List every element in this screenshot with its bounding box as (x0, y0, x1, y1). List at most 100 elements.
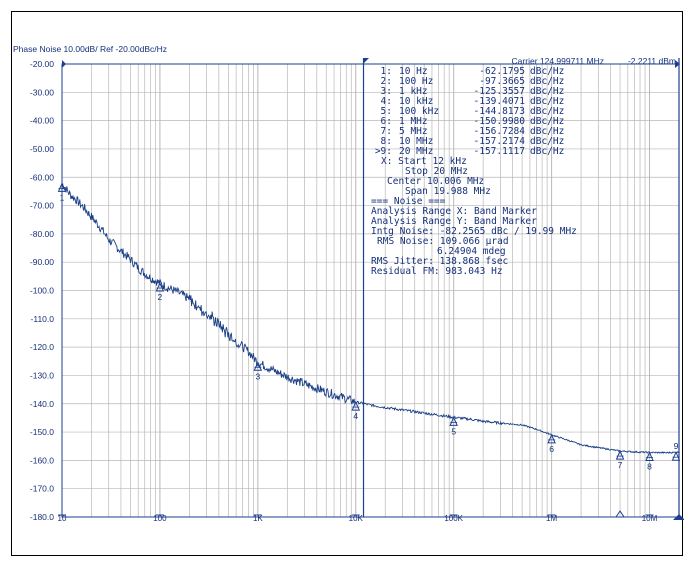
marker-value: -125.3557 (474, 86, 525, 97)
y-tick-label: -40.00 (30, 116, 54, 126)
analysis-readout: X: Start 12 kHz Stop 20 MHz Center 10.00… (371, 156, 577, 277)
marker-id-active: >9: (375, 146, 392, 157)
chart-title: Phase Noise 10.00dB/ Ref -20.00dBc/Hz (13, 44, 167, 54)
marker-id: 8: (381, 136, 392, 147)
marker-unit: dBc/Hz (530, 126, 564, 137)
x-tick-label: 1M (546, 514, 557, 523)
marker-unit: dBc/Hz (530, 76, 564, 87)
marker-triangle (449, 416, 458, 426)
y-tick-label: -160.0 (30, 455, 54, 465)
stop-band-arrow[interactable] (675, 60, 680, 68)
y-tick-label: -110.0 (31, 314, 55, 324)
marker-triangle (351, 400, 361, 411)
marker-unit: dBc/Hz (530, 66, 564, 77)
marker-freq: 10 kHz (399, 96, 433, 107)
marker-readout-table: 1: 10 Hz -62.1795 dBc/Hz 2: 100 Hz -97.3… (375, 66, 565, 157)
y-tick-label: -130.0 (30, 370, 54, 380)
marker-label: 2 (158, 292, 163, 302)
marker-unit: dBc/Hz (530, 136, 564, 147)
marker-unit: dBc/Hz (530, 106, 564, 117)
marker-freq: 1 kHz (399, 86, 428, 97)
y-tick-label: -70.00 (30, 201, 54, 211)
analysis-start: X: Start 12 kHz (381, 156, 467, 167)
marker-label: 6 (549, 444, 554, 454)
marker-value: -157.1117 (474, 146, 525, 157)
marker-freq: 5 MHz (399, 126, 428, 137)
rms-jitter: RMS Jitter: 138.868 fsec (371, 256, 508, 267)
analysis-span: Span 19.988 MHz (405, 186, 491, 197)
rms-noise-rad: RMS Noise: 109.066 µrad (377, 236, 509, 247)
noise-section-header: === Noise === (371, 196, 446, 207)
grid (62, 63, 680, 518)
analysis-stop: Stop 20 MHz (405, 166, 468, 177)
marker-label: 4 (353, 411, 358, 421)
y-axis: -20.00 -30.00 -40.00 -50.00 -60.00 -70.00 -80.… (30, 59, 54, 522)
y-tick-label: -100.0 (30, 286, 54, 296)
analysis-range-x: Analysis Range X: Band Marker (371, 206, 537, 217)
y-tick-label: -80.00 (30, 229, 54, 239)
marker-triangle (645, 451, 654, 461)
marker-id: 1: (381, 66, 392, 77)
y-tick-label: -90.00 (30, 257, 54, 267)
marker-label: 9 (674, 441, 679, 451)
marker-value: -144.8173 (474, 106, 525, 117)
marker-unit: dBc/Hz (530, 116, 564, 127)
marker-freq: 10 MHz (399, 136, 433, 147)
marker-label: 3 (255, 371, 260, 381)
y-tick-label: -140.0 (30, 399, 54, 409)
marker-value: -150.9980 (474, 116, 526, 127)
x-tick-label: 100K (444, 514, 463, 523)
marker-unit: dBc/Hz (530, 146, 564, 157)
y-tick-label: -150.0 (30, 427, 54, 437)
marker-freq: 10 Hz (399, 66, 428, 77)
marker-triangle (253, 361, 263, 371)
x-axis: 10 100 1K 10K 100K 1M 10M (58, 514, 658, 523)
analysis-range-y: Analysis Range Y: Band Marker (371, 216, 537, 227)
axis-end-arrow (673, 514, 684, 520)
marker-freq: 20 MHz (399, 146, 433, 157)
marker-value: -139.4071 (474, 96, 526, 107)
trace-group (61, 183, 680, 454)
marker-triangle (671, 450, 681, 461)
marker-triangle (155, 281, 165, 292)
x-tick-label: 10K (349, 514, 364, 523)
carrier-level: -2.2211 dBm (628, 56, 676, 66)
phase-noise-trace (61, 183, 680, 454)
residual-fm: Residual FM: 983.043 Hz (371, 266, 503, 277)
marker-label: 5 (451, 426, 456, 436)
x-tick-label: 10 (58, 514, 67, 523)
marker-value: -62.1795 (479, 66, 525, 77)
marker-id: 2: (381, 76, 392, 87)
x-tick-label: 100 (153, 514, 167, 523)
marker-label: 1 (60, 192, 65, 202)
marker-id: 5: (381, 106, 392, 117)
marker-triangle (57, 182, 67, 192)
start-band-arrow (363, 58, 369, 64)
instrument-display: Phase Noise 10.00dB/ Ref -20.00dBc/Hz Ca… (11, 11, 684, 556)
carrier-frequency: Carrier 124.999711 MHz (512, 56, 604, 66)
marker-value: -97.3665 (479, 76, 525, 87)
y-tick-label: -50.00 (30, 144, 54, 154)
marker-label: 8 (647, 461, 652, 471)
marker-freq: 100 kHz (399, 106, 439, 117)
marker-id: 7: (381, 126, 392, 137)
marker-triangle (547, 433, 556, 444)
marker-id: 6: (381, 116, 392, 127)
marker-id: 3: (381, 86, 392, 97)
analysis-center: Center 10.006 MHz (387, 176, 484, 187)
marker-triangle (615, 449, 625, 460)
marker-freq: 1 MHz (399, 116, 428, 127)
marker-value: -156.7284 (474, 126, 526, 137)
marker-unit: dBc/Hz (530, 96, 564, 107)
y-tick-label: -170.0 (30, 484, 54, 494)
marker-group: 1 2 3 4 5 6 7 8 9 (57, 182, 681, 518)
phase-noise-chart: Phase Noise 10.00dB/ Ref -20.00dBc/Hz Ca… (13, 44, 684, 523)
marker-label: 7 (618, 460, 623, 470)
marker-id: 4: (381, 96, 392, 107)
x-tick-label: 10M (642, 514, 658, 523)
rms-noise-deg: 6.24904 mdeg (437, 246, 506, 257)
x-tick-label: 1K (253, 514, 263, 523)
integrated-noise: Intg Noise: -82.2565 dBc / 19.99 MHz (371, 226, 577, 237)
y-tick-label: -30.00 (30, 87, 54, 97)
ref-level-arrow (62, 60, 66, 68)
